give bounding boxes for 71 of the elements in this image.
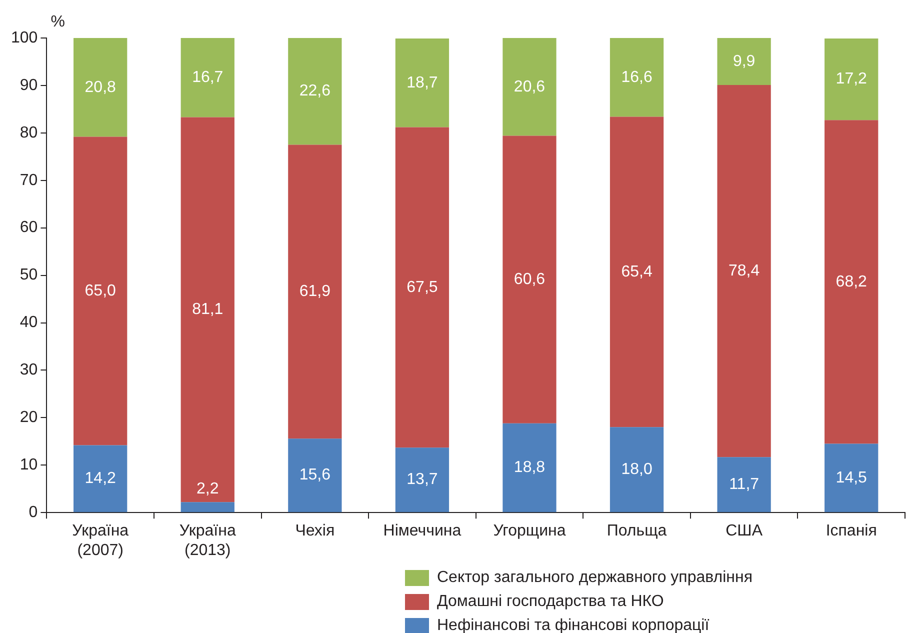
legend-label: Сектор загального державного управління	[437, 568, 752, 588]
data-label: 16,6	[621, 68, 652, 86]
bar	[74, 136, 128, 446]
y-axis-title: %	[50, 13, 65, 30]
data-label: 2,2	[196, 480, 219, 498]
data-label: 18,0	[621, 461, 652, 478]
x-tick-label: США	[726, 522, 763, 540]
data-label: 65,0	[84, 282, 116, 300]
data-label: 9,9	[732, 52, 756, 70]
data-label: 14,2	[84, 470, 116, 488]
bar	[74, 38, 128, 137]
legend-label: Нефінансові та фінансові корпорації	[437, 616, 710, 633]
bar	[502, 38, 556, 136]
bar	[610, 116, 664, 428]
data-label: 11,7	[729, 476, 760, 493]
data-label: 17,2	[836, 70, 868, 88]
y-tick-label: 30	[20, 362, 38, 379]
y-tick-label: 0	[28, 504, 38, 522]
bar	[288, 438, 342, 512]
bar	[824, 38, 878, 120]
y-tick-label: 10	[20, 456, 38, 474]
data-label: 61,9	[299, 283, 331, 300]
x-tick-label: Україна (2007)	[72, 522, 129, 559]
bar	[180, 38, 234, 118]
bar	[395, 448, 450, 512]
bar	[288, 38, 342, 145]
data-label: 14,5	[836, 469, 868, 486]
bar	[824, 444, 878, 512]
y-tick-label: 80	[20, 124, 38, 142]
bar	[610, 38, 664, 117]
bar	[717, 38, 771, 85]
data-label: 20,6	[514, 78, 546, 96]
y-tick-label: 70	[20, 172, 38, 189]
data-label: 16,7	[192, 69, 224, 86]
bar	[180, 117, 234, 502]
bar	[395, 127, 450, 448]
y-tick-label: 60	[20, 219, 38, 236]
x-tick-label: Іспанія	[826, 522, 877, 540]
x-tick-label: Чехія	[295, 522, 335, 540]
data-label: 67,5	[406, 278, 438, 296]
data-label: 22,6	[299, 82, 331, 100]
bar	[824, 120, 878, 444]
data-label: 68,2	[836, 273, 868, 290]
bar	[74, 445, 128, 512]
bar	[610, 427, 664, 512]
data-label: 78,4	[728, 262, 760, 280]
bar	[502, 423, 556, 512]
data-label: 18,7	[406, 74, 438, 92]
bar	[180, 502, 234, 512]
bar	[502, 136, 556, 424]
data-label: 81,1	[192, 301, 224, 318]
bar	[288, 144, 342, 439]
data-label: 13,7	[406, 471, 438, 488]
x-tick-label: Польща	[606, 522, 667, 540]
x-tick-label: Німеччина	[383, 522, 462, 540]
x-tick-label: Угорщина	[493, 522, 566, 540]
y-tick-label: 40	[20, 314, 38, 332]
data-label: 65,4	[621, 263, 652, 280]
data-label: 20,8	[84, 78, 116, 96]
bar	[717, 84, 771, 458]
data-label: 60,6	[514, 270, 546, 288]
legend-label: Домашні господарства та НКО	[437, 592, 664, 612]
x-tick-label: Україна (2013)	[179, 522, 236, 559]
bar	[395, 38, 450, 128]
y-tick-label: 100	[10, 29, 38, 46]
data-label: 18,8	[514, 459, 546, 476]
bar	[717, 457, 771, 512]
y-tick-label: 90	[20, 76, 38, 94]
y-tick-label: 50	[20, 266, 38, 284]
y-tick-label: 20	[20, 409, 38, 426]
data-label: 15,6	[299, 466, 331, 484]
